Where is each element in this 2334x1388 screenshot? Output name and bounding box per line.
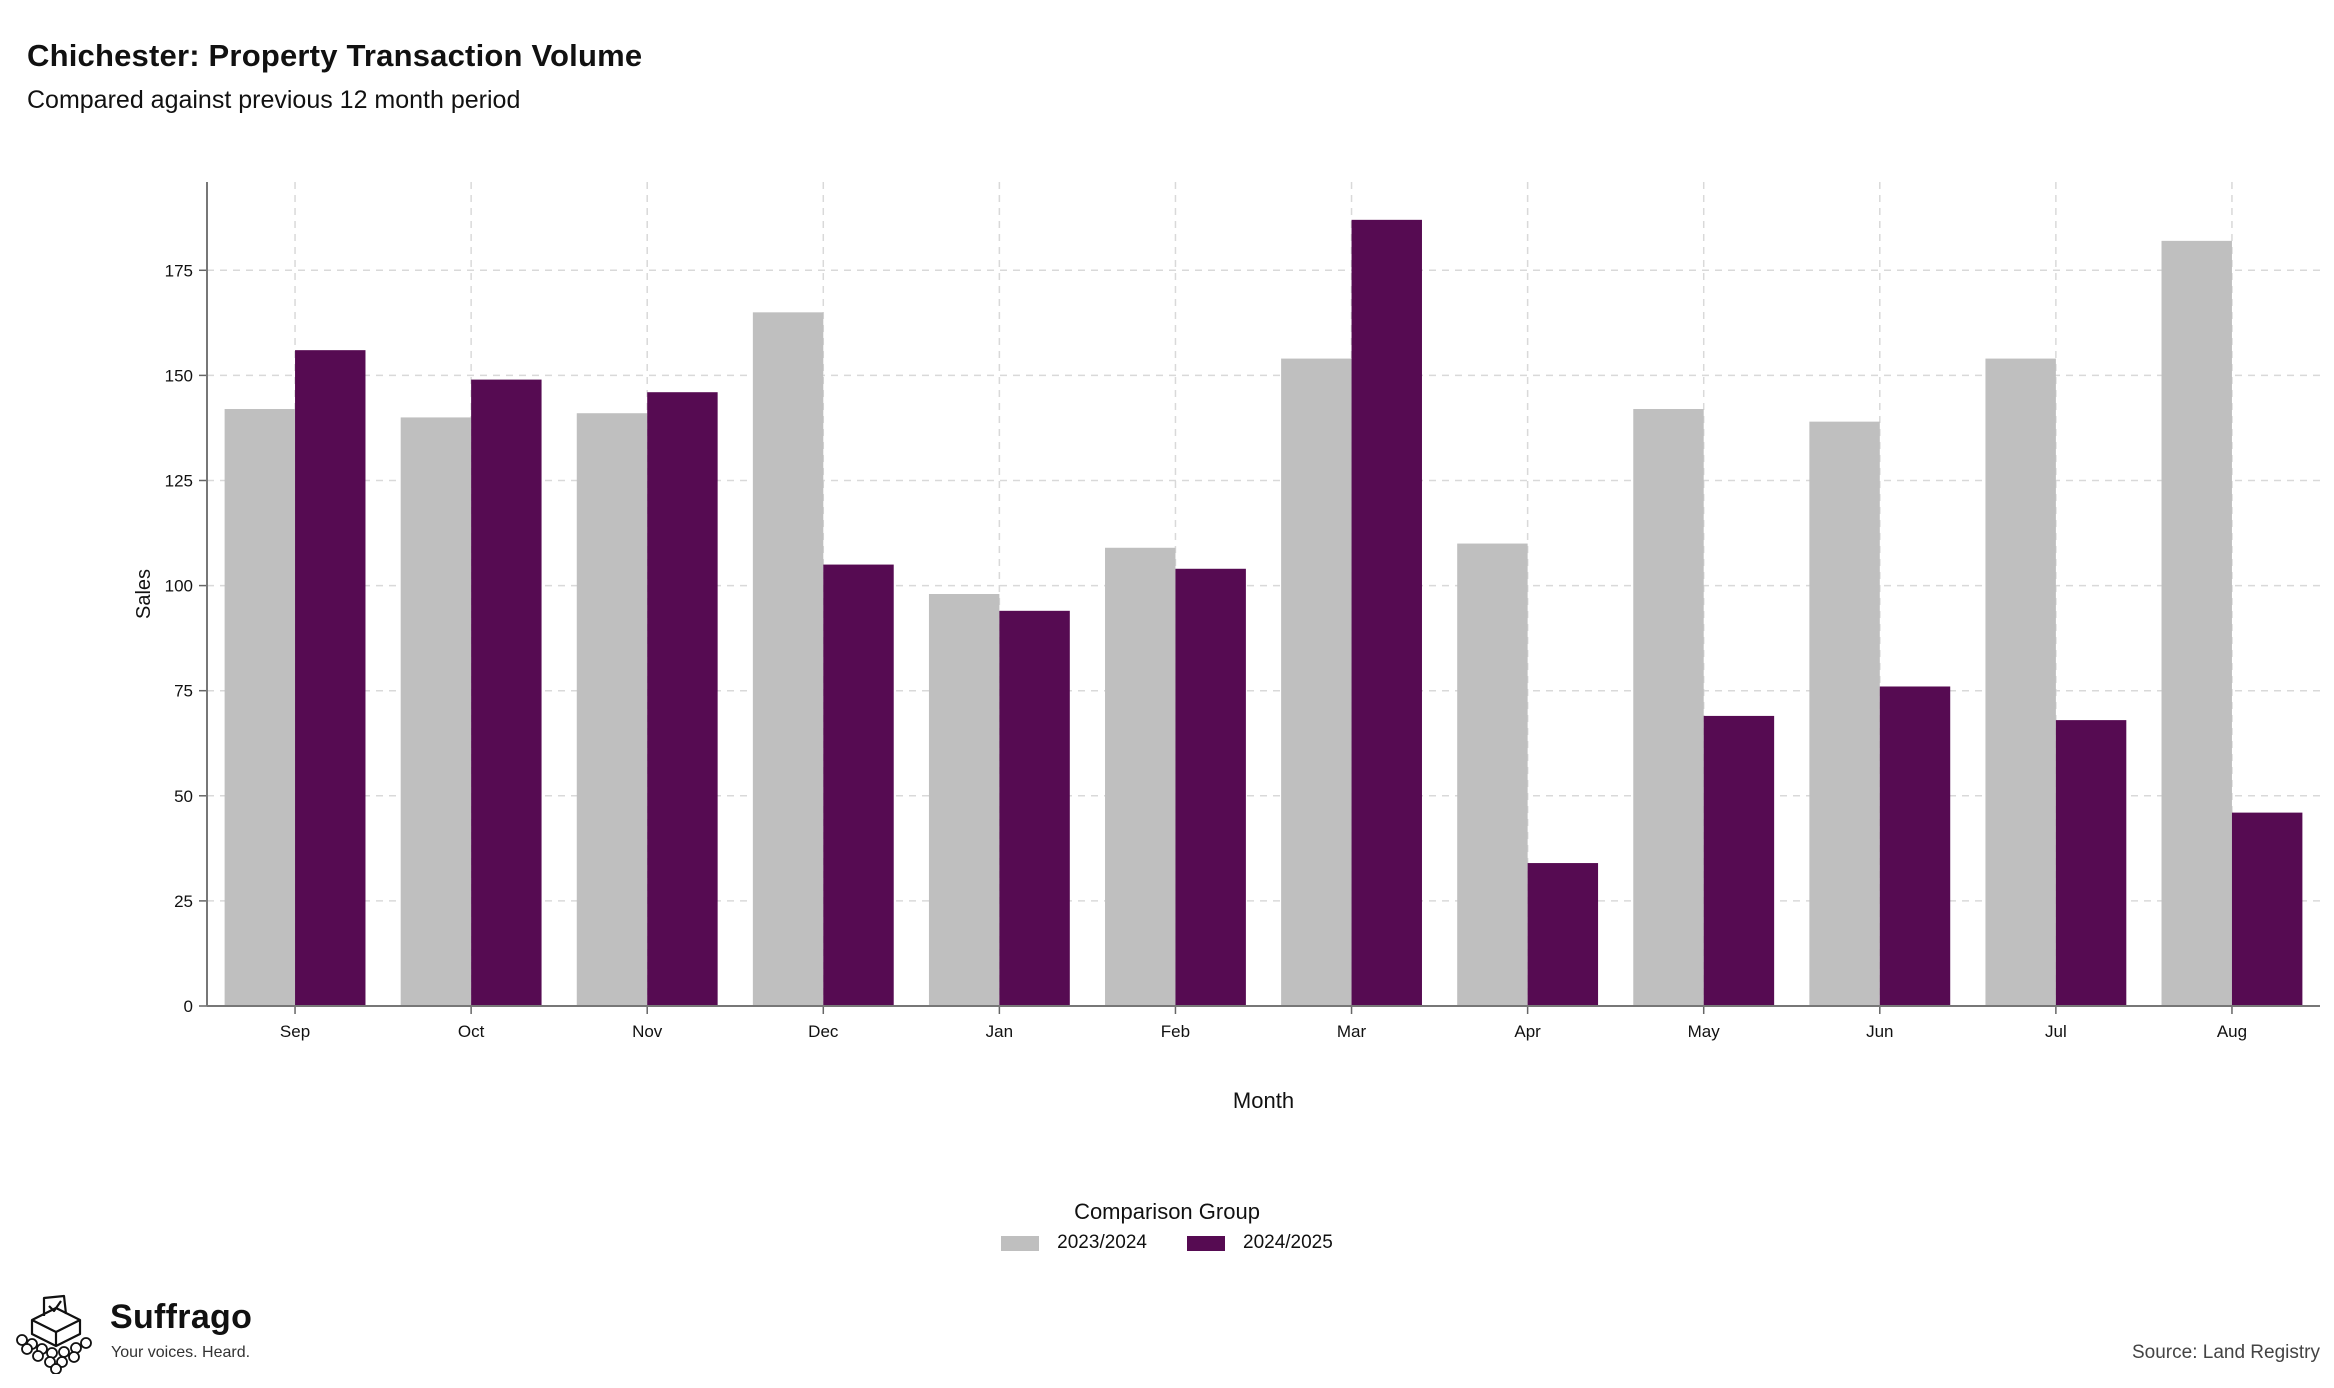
y-tick-label: 75 [174, 682, 193, 701]
legend-item-2023-2024: 2023/2024 [1001, 1232, 1147, 1254]
bar-2024-2025-nov [647, 392, 718, 1006]
bar-2024-2025-jan [999, 610, 1070, 1006]
bar-2023-2024-feb [1105, 547, 1176, 1006]
bar-2023-2024-jun [1809, 421, 1880, 1006]
legend-item-2024-2025: 2024/2025 [1187, 1232, 1333, 1254]
bar-2024-2025-jul [2055, 720, 2127, 1006]
bar-2023-2024-dec [752, 312, 824, 1006]
bar-2024-2025-may [1703, 715, 1775, 1006]
y-tick-label: 25 [174, 892, 193, 911]
bar-2023-2024-aug [2161, 240, 2232, 1006]
y-tick-label: 150 [165, 366, 193, 385]
ballot-box-icon [16, 1294, 92, 1374]
legend-swatch-2023-2024 [1001, 1235, 1040, 1251]
chart-subtitle: Compared against previous 12 month perio… [27, 86, 521, 114]
bar-2023-2024-oct [400, 417, 472, 1006]
y-tick-label: 50 [174, 787, 193, 806]
bar-2024-2025-dec [823, 564, 894, 1006]
legend-swatch-2024-2025 [1187, 1235, 1225, 1251]
legend: 2023/2024 2024/2025 [0, 1232, 2334, 1254]
x-axis-label: Month [1233, 1088, 1294, 1113]
bar-2024-2025-aug [2231, 812, 2303, 1006]
x-tick-label: Aug [2217, 1022, 2247, 1041]
bars [224, 219, 2303, 1007]
y-axis-label: Sales [133, 569, 155, 619]
bar-2023-2024-sep [224, 409, 296, 1007]
y-tick-label: 125 [165, 471, 193, 490]
brand-tagline: Your voices. Heard. [111, 1344, 251, 1361]
x-tick-label: Jun [1866, 1022, 1893, 1041]
bar-2023-2024-jul [1985, 358, 2056, 1007]
bar-2024-2025-oct [471, 379, 542, 1007]
bar-2024-2025-mar [1351, 219, 1422, 1006]
bar-2023-2024-jan [928, 594, 1000, 1006]
axes: 0 25 50 75 100 125 150 175 Sep Oct Nov Dec Jan Feb Mar… [165, 182, 2320, 1041]
y-tick-label: 100 [165, 577, 193, 596]
x-tick-label: May [1688, 1022, 1721, 1041]
source-note: Source: Land Registry [2132, 1342, 2320, 1363]
bar-2023-2024-may [1633, 409, 1704, 1007]
legend-title: Comparison Group [1074, 1199, 1260, 1224]
bar-2024-2025-sep [295, 350, 366, 1006]
chart-title: Chichester: Property Transaction Volume [27, 38, 643, 73]
x-tick-label: Oct [458, 1022, 485, 1041]
x-tick-label: Mar [1337, 1022, 1367, 1041]
legend-label-2024-2025: 2024/2025 [1243, 1232, 1333, 1253]
brand-name: Suffrago [110, 1298, 253, 1336]
bar-2023-2024-nov [576, 413, 648, 1006]
bar-2023-2024-apr [1457, 543, 1528, 1006]
x-tick-label: Sep [280, 1022, 310, 1041]
x-tick-label: Jul [2045, 1022, 2067, 1041]
grid-lines [207, 182, 2320, 1007]
x-tick-label: Nov [632, 1022, 663, 1041]
y-tick-label: 0 [184, 997, 193, 1016]
y-tick-label: 175 [165, 261, 193, 280]
bar-2024-2025-jun [1879, 686, 1951, 1006]
bar-2024-2025-feb [1175, 568, 1246, 1006]
x-tick-label: Jan [986, 1022, 1013, 1041]
x-tick-label: Dec [808, 1022, 839, 1041]
x-tick-label: Apr [1514, 1022, 1541, 1041]
legend-label-2023-2024: 2023/2024 [1057, 1232, 1147, 1253]
bar-2024-2025-apr [1527, 863, 1599, 1006]
bar-2023-2024-mar [1281, 358, 1352, 1007]
x-tick-label: Feb [1161, 1022, 1190, 1041]
